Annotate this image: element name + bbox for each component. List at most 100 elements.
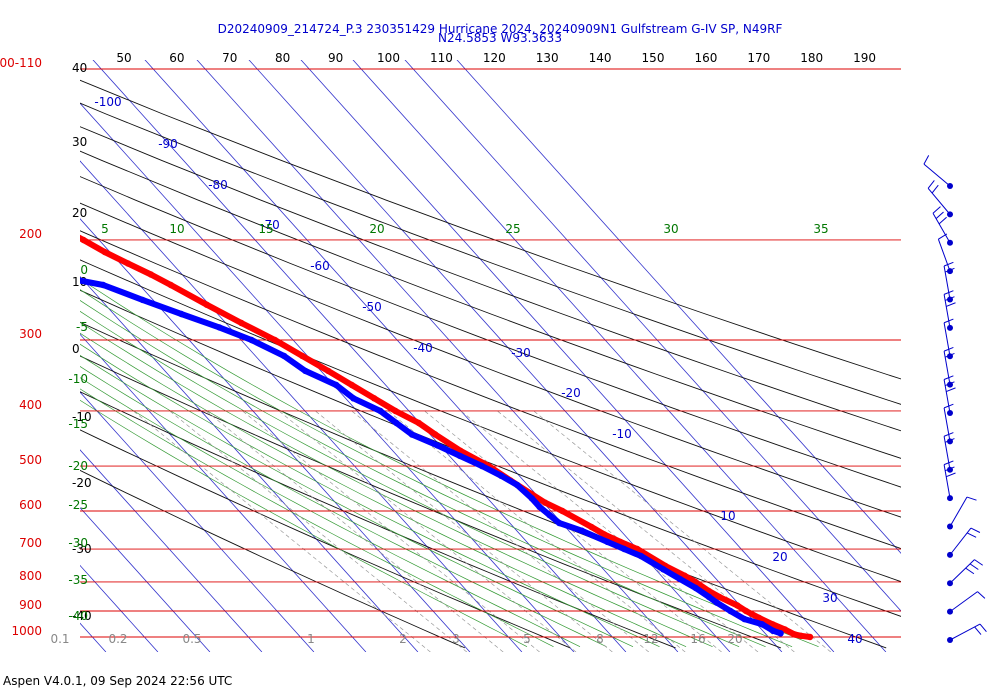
mixing-ratio-label: 0.1 (50, 632, 69, 646)
dewpoint-point (621, 545, 628, 553)
wind-barb-flag (946, 387, 956, 393)
wind-barb-dot (947, 324, 953, 331)
dry-adiabat-line (80, 321, 887, 649)
wind-barb-flag (946, 302, 956, 307)
pressure-tick-label: 400 (19, 398, 42, 412)
temperature-point (371, 395, 378, 402)
wind-barb-dot (947, 183, 953, 189)
temperature-point (392, 407, 399, 415)
wind-barb-dot (947, 580, 953, 587)
isotherm-label: -10 (612, 427, 632, 441)
moist-adiabat-line (80, 332, 687, 648)
isotherm-line (144, 60, 679, 652)
wind-barb (927, 180, 953, 218)
dry-adiabat-line (80, 259, 901, 583)
mixing-ratio-line (315, 410, 613, 652)
pressure-tick-label: 700 (19, 536, 42, 550)
temperature-point (797, 632, 805, 639)
temperature-point (238, 319, 245, 327)
wind-barb (943, 403, 954, 445)
mixing-ratio-line (351, 410, 650, 652)
moist-adiabat-label: -35 (68, 573, 88, 587)
temperature-point (806, 633, 814, 641)
dry-adiabat-line (80, 230, 901, 550)
top-scale-tick-label: 110 (430, 51, 453, 65)
moist-adiabat-line (80, 365, 607, 648)
wind-barb-flag (943, 432, 954, 437)
dewpoint-point (777, 630, 784, 637)
isotherm-label: -20 (561, 386, 581, 400)
dewpoint-point (178, 310, 185, 318)
moist-adiabat-line (80, 299, 766, 648)
dewpoint-point (676, 575, 683, 583)
temperature-point (432, 431, 439, 438)
temperature-point (124, 260, 132, 267)
moist-adiabat-line (80, 289, 793, 648)
dry-adiabat-line (80, 126, 901, 432)
grid-layer (0, 56, 901, 652)
dewpoint-point (692, 584, 699, 592)
isotherm-line (80, 507, 211, 652)
isotherm-line (80, 391, 315, 652)
wind-barb-staff (943, 407, 951, 442)
temperature-point (147, 271, 155, 278)
wind-barb-dot (947, 211, 953, 218)
wind-barb-flag (943, 403, 954, 409)
wind-barb-dot (947, 495, 953, 502)
wind-barb-flag (943, 375, 954, 380)
isotherm-label: -50 (362, 300, 382, 314)
temperature-point (559, 507, 566, 515)
top-scale-tick-label: 60 (169, 51, 184, 65)
dewpoint-point (604, 538, 611, 546)
pressure-tick-label: 100-110 (0, 56, 42, 70)
moist-adiabat-label: 0 (80, 263, 88, 277)
wind-barb-dot (947, 637, 953, 643)
dewpoint-point (578, 527, 585, 534)
dewpoint-point (741, 615, 748, 623)
top-scale-tick-label: 190 (853, 51, 876, 65)
dewpoint-point (478, 462, 486, 470)
wind-barbs (923, 155, 987, 643)
wind-barb-flag (965, 567, 975, 575)
mixing-ratio-label: 5 (523, 632, 531, 646)
dewpoint-point (408, 431, 416, 438)
wind-barb-flag (944, 466, 955, 472)
temperature-point (781, 626, 789, 633)
wind-barb (943, 290, 956, 331)
mixing-ratio-label: 20 (727, 632, 742, 646)
pressure-tick-label: 900 (19, 598, 42, 612)
wind-barb-flag (979, 623, 987, 633)
wind-barb-dot (947, 410, 953, 416)
pressure-tick-label: 1000 (11, 624, 42, 638)
wind-barb (947, 527, 981, 558)
wind-barb-flag (977, 591, 986, 599)
dewpoint-point (248, 336, 255, 344)
temperature-point (734, 602, 741, 609)
dewpoint-point (637, 552, 645, 560)
altitude-tick-label: -20 (72, 476, 92, 490)
pressure-tick-label: 500 (19, 453, 42, 467)
moist-adiabat-line (80, 399, 528, 648)
temperature-point (167, 281, 174, 289)
moist-adiabat-label: -40 (68, 609, 88, 623)
pressure-tick-label: 300 (19, 327, 42, 341)
isotherm-label: -80 (208, 178, 228, 192)
isotherm-line (0, 56, 2, 652)
wind-barb (947, 496, 977, 530)
wind-barb (947, 591, 986, 615)
label-layer: 100-110200300400500600700800900100040302… (0, 51, 876, 646)
temperature-point (791, 631, 798, 638)
isotherm-line (456, 60, 901, 554)
dry-adiabat-line (80, 469, 466, 649)
mixing-ratio-label: 3 (452, 632, 460, 646)
isotherm-line (0, 56, 54, 652)
dewpoint-point (556, 519, 563, 527)
wind-barb-flag (935, 211, 944, 219)
pressure-tick-label: 600 (19, 498, 42, 512)
wind-barb-flag (946, 472, 956, 478)
isotherm-label: 10 (720, 509, 735, 523)
theta-e-label: 5 (101, 222, 109, 236)
dewpoint-point (350, 395, 357, 402)
mixing-ratio-line (205, 410, 504, 652)
top-scale-tick-label: 70 (222, 51, 237, 65)
